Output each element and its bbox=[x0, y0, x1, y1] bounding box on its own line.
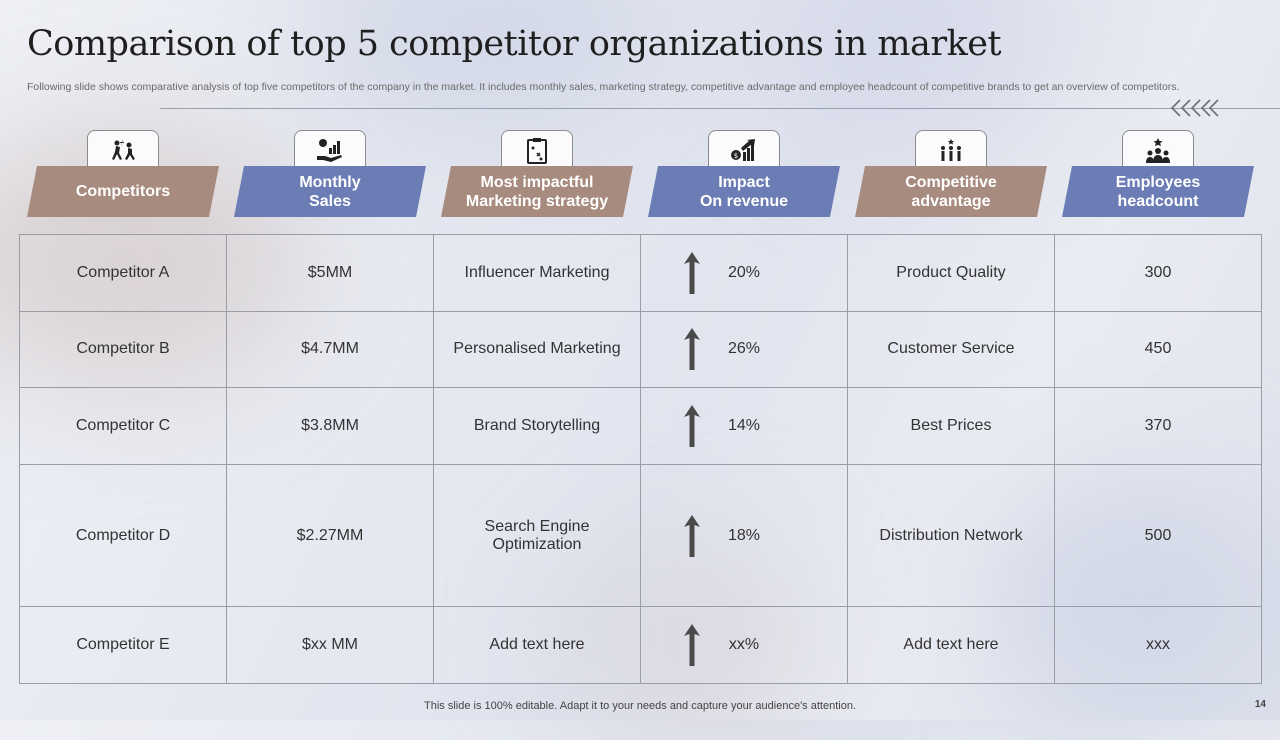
impact-value: xx% bbox=[728, 636, 760, 654]
cell-monthly-sales-text: $3.8MM bbox=[301, 417, 359, 435]
cell-competitive-advantage-text: Customer Service bbox=[887, 340, 1015, 358]
header-competitors: Competitors bbox=[27, 130, 219, 218]
cell-competitive-advantage-text: Product Quality bbox=[896, 263, 1006, 281]
chevrons-left-icon bbox=[1170, 99, 1219, 117]
cell-employees-headcount: 370 bbox=[1054, 387, 1262, 465]
cell-marketing-strategy-text: Search Engine Optimization bbox=[484, 517, 590, 553]
header-marketing-strategy: Most impactful Marketing strategy bbox=[441, 130, 633, 218]
table-row: Competitor D $2.27MM Search Engine Optimiz… bbox=[19, 463, 1262, 608]
impact-value: 26% bbox=[727, 340, 761, 358]
divider bbox=[160, 108, 1280, 109]
cell-competitive-advantage-text: Add text here bbox=[903, 636, 999, 654]
svg-text:$: $ bbox=[734, 152, 738, 160]
cell-monthly-sales-text: $xx MM bbox=[302, 636, 358, 654]
arrow-up-icon bbox=[684, 251, 700, 294]
cell-employees-headcount-text: 300 bbox=[1144, 263, 1172, 281]
header-label: Employees headcount bbox=[1062, 166, 1254, 217]
cell-impact-revenue: xx% bbox=[640, 606, 848, 684]
cell-monthly-sales: $5MM bbox=[226, 234, 434, 312]
table-row: Competitor C $3.8MM Brand Storytelling 14% B… bbox=[19, 387, 1262, 465]
header-impact-revenue: $ Impact On revenue bbox=[648, 130, 840, 218]
cell-marketing-strategy-text: Personalised Marketing bbox=[453, 340, 621, 358]
cell-competitive-advantage-text: Distribution Network bbox=[879, 526, 1023, 544]
cell-competitor: Competitor A bbox=[19, 234, 227, 312]
cell-competitor-text: Competitor E bbox=[76, 636, 170, 654]
page-number: 14 bbox=[1254, 699, 1266, 710]
cell-competitor-text: Competitor A bbox=[76, 263, 170, 281]
arrow-up-icon bbox=[684, 624, 700, 667]
cell-competitor-text: Competitor C bbox=[75, 417, 171, 435]
cell-competitor: Competitor D bbox=[19, 463, 227, 608]
page-title: Comparison of top 5 competitor organizat… bbox=[27, 24, 1002, 64]
cell-monthly-sales: $2.27MM bbox=[226, 463, 434, 608]
cell-marketing-strategy-text: Brand Storytelling bbox=[473, 417, 601, 435]
cell-impact-revenue: 14% bbox=[640, 387, 848, 465]
impact-value: 20% bbox=[727, 263, 761, 281]
cell-competitor-text: Competitor D bbox=[75, 526, 171, 544]
cell-competitive-advantage: Add text here bbox=[847, 606, 1055, 684]
cell-employees-headcount: 500 bbox=[1054, 463, 1262, 608]
header-label: Most impactful Marketing strategy bbox=[441, 166, 633, 217]
team-icon bbox=[1146, 137, 1170, 163]
cell-monthly-sales-text: $5MM bbox=[307, 263, 353, 281]
cell-competitor-text: Competitor B bbox=[76, 340, 170, 358]
header-label: Competitive advantage bbox=[855, 166, 1047, 217]
impact-value: 14% bbox=[727, 417, 761, 435]
cell-marketing-strategy-text: Influencer Marketing bbox=[464, 263, 610, 281]
arrow-up-icon bbox=[684, 328, 700, 371]
cell-competitive-advantage: Customer Service bbox=[847, 310, 1055, 389]
advantage-people-icon bbox=[941, 138, 961, 161]
cell-competitive-advantage: Distribution Network bbox=[847, 463, 1055, 608]
cell-employees-headcount: xxx bbox=[1054, 606, 1262, 684]
header-competitive-advantage: Competitive advantage bbox=[855, 130, 1047, 218]
cell-impact-revenue: 18% bbox=[640, 463, 848, 608]
footer-note: This slide is 100% editable. Adapt it to… bbox=[424, 700, 856, 712]
page-subtitle: Following slide shows comparative analys… bbox=[27, 81, 1180, 93]
impact-value: 18% bbox=[727, 526, 761, 544]
cell-employees-headcount: 450 bbox=[1054, 310, 1262, 389]
cell-competitive-advantage-text: Best Prices bbox=[910, 417, 992, 435]
cell-employees-headcount-text: 450 bbox=[1144, 340, 1172, 358]
cell-marketing-strategy: Add text here bbox=[433, 606, 641, 684]
table-row: Competitor B $4.7MM Personalised Marketing… bbox=[19, 310, 1262, 389]
cell-competitor: Competitor C bbox=[19, 387, 227, 465]
arrow-up-icon bbox=[684, 405, 700, 448]
cell-monthly-sales: $4.7MM bbox=[226, 310, 434, 389]
cell-impact-revenue: 26% bbox=[640, 310, 848, 389]
cell-marketing-strategy: Personalised Marketing bbox=[433, 310, 641, 389]
competition-icon bbox=[112, 138, 135, 160]
cell-monthly-sales-text: $2.27MM bbox=[296, 526, 364, 544]
header-label: Monthly Sales bbox=[234, 166, 426, 217]
cell-competitive-advantage: Product Quality bbox=[847, 234, 1055, 312]
cell-competitive-advantage: Best Prices bbox=[847, 387, 1055, 465]
cell-employees-headcount-text: 370 bbox=[1144, 417, 1172, 435]
cell-monthly-sales-text: $4.7MM bbox=[301, 340, 359, 358]
header-label: Competitors bbox=[27, 166, 219, 217]
cell-employees-headcount: 300 bbox=[1054, 234, 1262, 312]
cell-impact-revenue: 20% bbox=[640, 234, 848, 312]
cell-employees-headcount-text: xxx bbox=[1146, 636, 1170, 654]
header-monthly-sales: Monthly Sales bbox=[234, 130, 426, 218]
table-row: Competitor A $5MM Influencer Marketing 20% P… bbox=[19, 234, 1262, 312]
cell-marketing-strategy: Influencer Marketing bbox=[433, 234, 641, 312]
cell-monthly-sales: $xx MM bbox=[226, 606, 434, 684]
arrow-up-icon bbox=[684, 514, 700, 557]
table-row: Competitor E $xx MM Add text here xx% Add te… bbox=[19, 606, 1262, 684]
header-employees-headcount: Employees headcount bbox=[1062, 130, 1254, 218]
cell-marketing-strategy-text: Add text here bbox=[489, 636, 585, 654]
cell-marketing-strategy: Brand Storytelling bbox=[433, 387, 641, 465]
revenue-growth-icon: $ bbox=[731, 138, 755, 161]
cell-employees-headcount-text: 500 bbox=[1144, 526, 1172, 544]
cell-competitor: Competitor E bbox=[19, 606, 227, 684]
cell-marketing-strategy: Search Engine Optimization bbox=[433, 463, 641, 608]
comparison-table: Competitor A $5MM Influencer Marketing 20% P… bbox=[19, 234, 1262, 684]
header-label: Impact On revenue bbox=[648, 166, 840, 217]
money-hand-chart-icon bbox=[317, 138, 342, 162]
cell-competitor: Competitor B bbox=[19, 310, 227, 389]
cell-monthly-sales: $3.8MM bbox=[226, 387, 434, 465]
strategy-board-icon bbox=[527, 137, 547, 164]
